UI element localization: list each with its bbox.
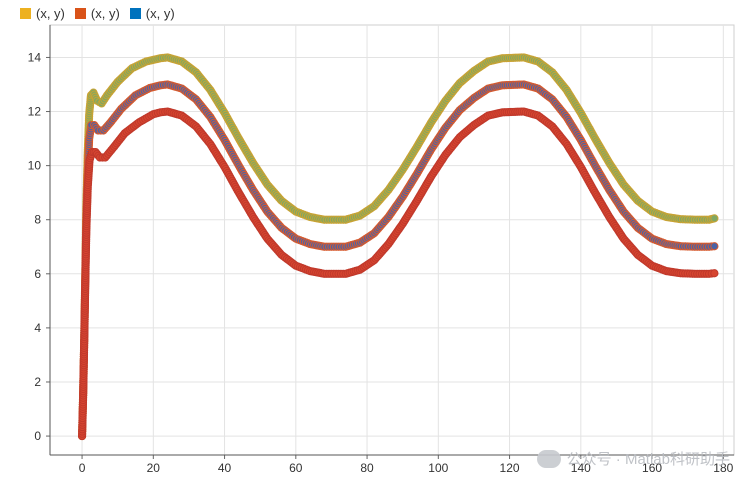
legend-label-1: (x, y) (36, 5, 65, 21)
y-tick-label: 4 (34, 321, 41, 335)
legend-item-2[interactable]: (x, y) (74, 5, 120, 21)
x-tick-label: 100 (428, 461, 448, 475)
x-tick-label: 40 (218, 461, 232, 475)
x-tick-label: 60 (289, 461, 303, 475)
x-tick-label: 20 (147, 461, 161, 475)
x-tick-label: 160 (642, 461, 662, 475)
x-tick-label: 0 (79, 461, 86, 475)
x-tick-label: 80 (360, 461, 374, 475)
y-tick-label: 6 (34, 267, 41, 281)
legend-item-1[interactable]: (x, y) (20, 6, 65, 21)
legend-item-3[interactable]: (x, y) (129, 5, 175, 21)
y-tick-label: 14 (28, 50, 42, 64)
series-layer (77, 53, 719, 441)
legend-swatch-2 (74, 7, 86, 19)
y-tick-label: 8 (34, 213, 41, 227)
legend-label-2: (x, y) (90, 5, 120, 21)
series-3 (77, 107, 719, 441)
legend-label-3: (x, y) (145, 5, 175, 21)
data-point (710, 214, 719, 223)
y-tick-label: 0 (34, 429, 41, 443)
y-tick-label: 2 (34, 375, 41, 389)
x-tick-label: 120 (500, 461, 520, 475)
axes: 0 20 40 60 80 100 120 140 160 180 0 2 4 6 8 10 12 14 (28, 25, 734, 475)
wechat-icon (536, 449, 561, 468)
data-point (710, 269, 719, 278)
legend-swatch-1 (20, 7, 31, 19)
watermark-text: 公众号 · Matlab科研助手 (566, 451, 730, 468)
legend-swatch-3 (129, 7, 141, 19)
legend: (x, y) (x, y) (x, y) (20, 4, 175, 22)
x-tick-label: 180 (713, 461, 733, 475)
y-tick-label: 10 (28, 159, 42, 173)
watermark: 公众号 · Matlab科研助手 (536, 448, 730, 469)
x-tick-label: 140 (571, 461, 591, 475)
y-tick-label: 12 (28, 105, 42, 119)
data-point (710, 242, 719, 251)
